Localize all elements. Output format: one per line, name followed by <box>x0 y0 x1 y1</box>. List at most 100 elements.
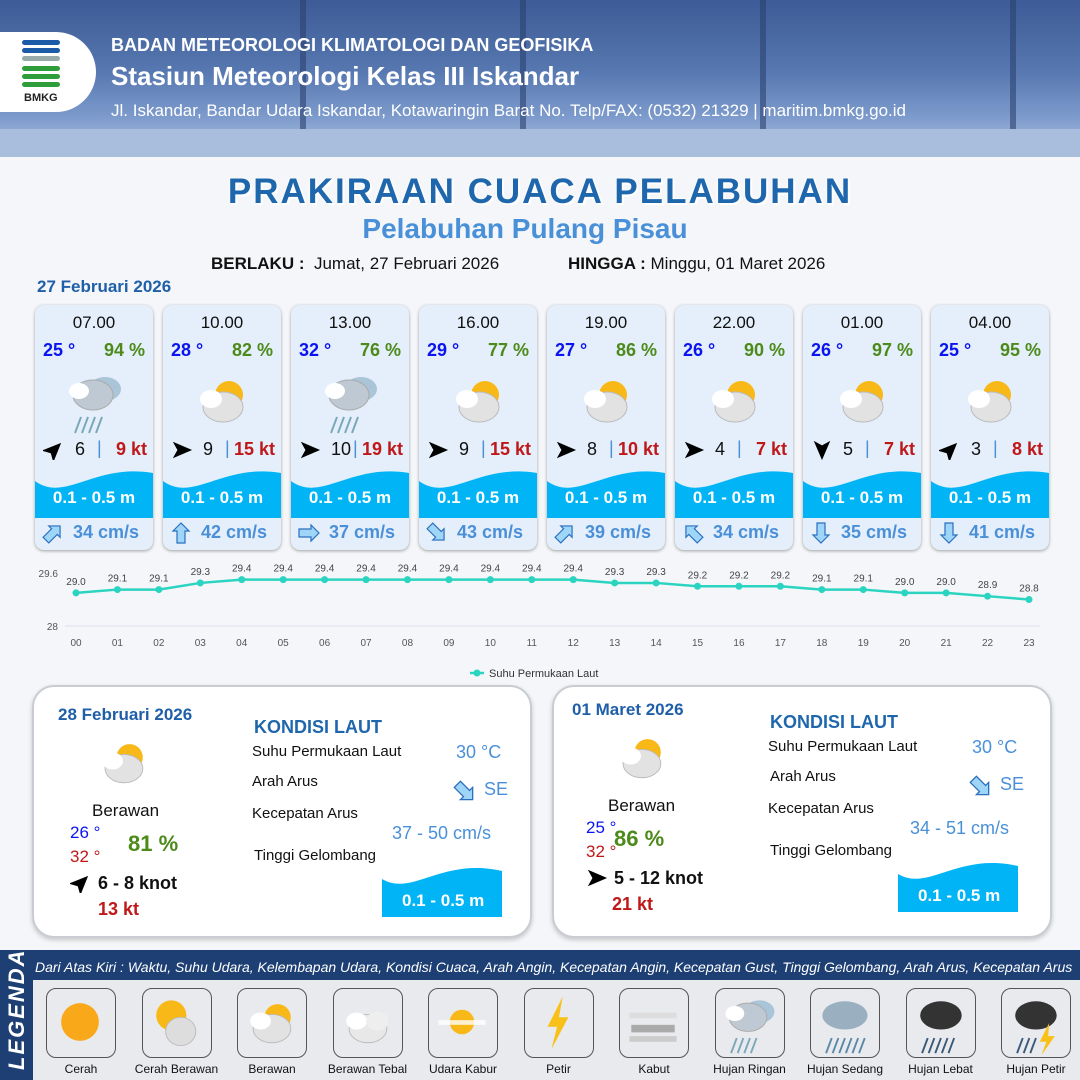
data-point <box>528 576 536 584</box>
data-label: 29.4 <box>522 564 542 575</box>
legend-item-label: Cerah <box>64 1062 98 1076</box>
humidity: 94 % <box>103 340 145 360</box>
current-arrow-icon <box>939 522 959 544</box>
legend-item-hujan-petir <box>1001 988 1071 1058</box>
x-tick-label: 15 <box>692 638 704 649</box>
wave-icon <box>35 471 153 518</box>
weather-condition: Berawan <box>608 796 676 815</box>
wind-speed: 9 <box>459 439 470 459</box>
x-tick-label: 03 <box>195 638 207 649</box>
min-temp: 26 ° <box>70 823 101 842</box>
data-label: 29.2 <box>688 570 708 581</box>
wave-height: 0.1 - 0.5 m <box>436 488 520 507</box>
current-speed: 34 cm/s <box>73 522 140 542</box>
data-label: 28.9 <box>978 580 998 591</box>
data-point <box>942 589 950 597</box>
current-speed: 39 cm/s <box>585 522 652 542</box>
header-banner: BMKG BADAN METEOROLOGI KLIMATOLOGI DAN G… <box>0 0 1080 157</box>
air-temp: 26 ° <box>811 340 844 360</box>
data-label: 29.4 <box>273 564 293 575</box>
data-point <box>569 576 577 584</box>
forecast-time: 19.00 <box>584 313 628 332</box>
wind-speed: 3 <box>971 439 982 459</box>
legend-description: Dari Atas Kiri : Waktu, Suhu Udara, Kele… <box>35 959 1073 975</box>
wave-height: 0.1 - 0.5 m <box>52 488 136 507</box>
sea-condition-heading: KONDISI LAUT <box>770 712 898 732</box>
data-label: 29.4 <box>315 564 335 575</box>
data-label: 29.3 <box>605 567 625 578</box>
data-point <box>818 586 826 594</box>
wind-speed: 5 <box>843 439 854 459</box>
berawan-weather-icon <box>712 381 756 423</box>
current-speed: 35 cm/s <box>841 522 908 542</box>
air-temp: 26 ° <box>683 340 716 360</box>
berawan-weather-icon <box>584 381 628 423</box>
data-point <box>694 582 702 590</box>
panel-date: 01 Maret 2026 <box>572 700 684 719</box>
data-point <box>403 576 411 584</box>
daily-summary-panel: 28 Februari 2026 Berawan 26 ° 32 ° 81 % … <box>32 685 532 938</box>
data-point <box>362 576 370 584</box>
wind-arrow-icon <box>813 440 831 461</box>
wave-height: 0.1 - 0.5 m <box>180 488 264 507</box>
x-tick-label: 08 <box>402 638 414 649</box>
data-point <box>776 582 784 590</box>
x-tick-label: 11 <box>527 638 538 649</box>
current-arrow-icon <box>811 522 831 544</box>
x-tick-label: 16 <box>733 638 745 649</box>
current-arrow-icon <box>685 525 704 544</box>
wind-arrow-icon <box>172 441 193 459</box>
forecast-card: 10.00 28 ° 82 % 9 | 15 kt 0.1 - 0.5 m 42 c… <box>163 305 281 550</box>
port-name: Pelabuhan Pulang Pisau <box>362 213 688 244</box>
data-label: 29.1 <box>812 574 832 585</box>
humidity: 86 % <box>615 340 657 360</box>
air-temp: 25 ° <box>939 340 972 360</box>
wave-icon <box>675 471 793 518</box>
x-tick-label: 01 <box>112 638 124 649</box>
forecast-time: 04.00 <box>968 313 1012 332</box>
x-tick-label: 18 <box>816 638 828 649</box>
legend-item-berawan-tebal <box>332 988 403 1058</box>
data-label: 29.3 <box>646 567 666 578</box>
berawan-weather-icon <box>200 381 244 423</box>
wind-arrow-icon <box>41 442 62 463</box>
legend-item-hujan-lebat <box>905 988 976 1058</box>
current-speed: 43 cm/s <box>457 522 524 542</box>
berawan-weather-icon <box>620 739 662 779</box>
sea-surface-temp: 30 °C <box>972 737 1018 757</box>
legend-item-cerah <box>46 988 116 1058</box>
legend-item-label: Hujan Petir <box>1006 1062 1066 1076</box>
wind-arrow-icon <box>300 441 321 459</box>
legend-item-udara-kabur <box>428 988 498 1058</box>
gust-speed: 15 kt <box>233 439 275 459</box>
wind-arrow-icon <box>587 869 608 887</box>
wind-range: 5 - 12 knot <box>614 868 704 888</box>
y-tick-label: 29.6 <box>39 569 59 580</box>
forecast-time: 16.00 <box>456 313 500 332</box>
wave-icon <box>291 471 409 518</box>
current-arrow-icon <box>554 525 573 544</box>
current-direction: SE <box>484 779 509 799</box>
hujan-sedang-weather-icon <box>822 1001 868 1054</box>
x-tick-label: 13 <box>609 638 621 649</box>
data-point <box>735 582 743 590</box>
humidity: 95 % <box>999 340 1041 360</box>
data-point <box>1025 596 1033 603</box>
series-line <box>75 578 1030 601</box>
wave-icon <box>931 471 1049 518</box>
x-tick-label: 21 <box>941 638 953 649</box>
data-point <box>652 579 660 587</box>
humidity: 97 % <box>871 340 913 360</box>
cerah-berawan-weather-icon <box>155 1000 196 1047</box>
current-arrow-icon <box>969 775 990 796</box>
air-temp: 27 ° <box>555 340 588 360</box>
current-speed: 41 cm/s <box>969 522 1036 542</box>
forecast-time: 07.00 <box>72 313 116 332</box>
legend-item-hujan-sedang <box>810 988 880 1058</box>
data-label: 29.1 <box>854 574 874 585</box>
wave-height: 0.1 - 0.5 m <box>402 891 485 910</box>
legend-item-label: Udara Kabur <box>428 1062 498 1076</box>
page-title: PRAKIRAAN CUACA PELABUHAN <box>227 172 853 211</box>
wave-height: 0.1 - 0.5 m <box>564 488 648 507</box>
air-temp: 25 ° <box>43 340 76 360</box>
